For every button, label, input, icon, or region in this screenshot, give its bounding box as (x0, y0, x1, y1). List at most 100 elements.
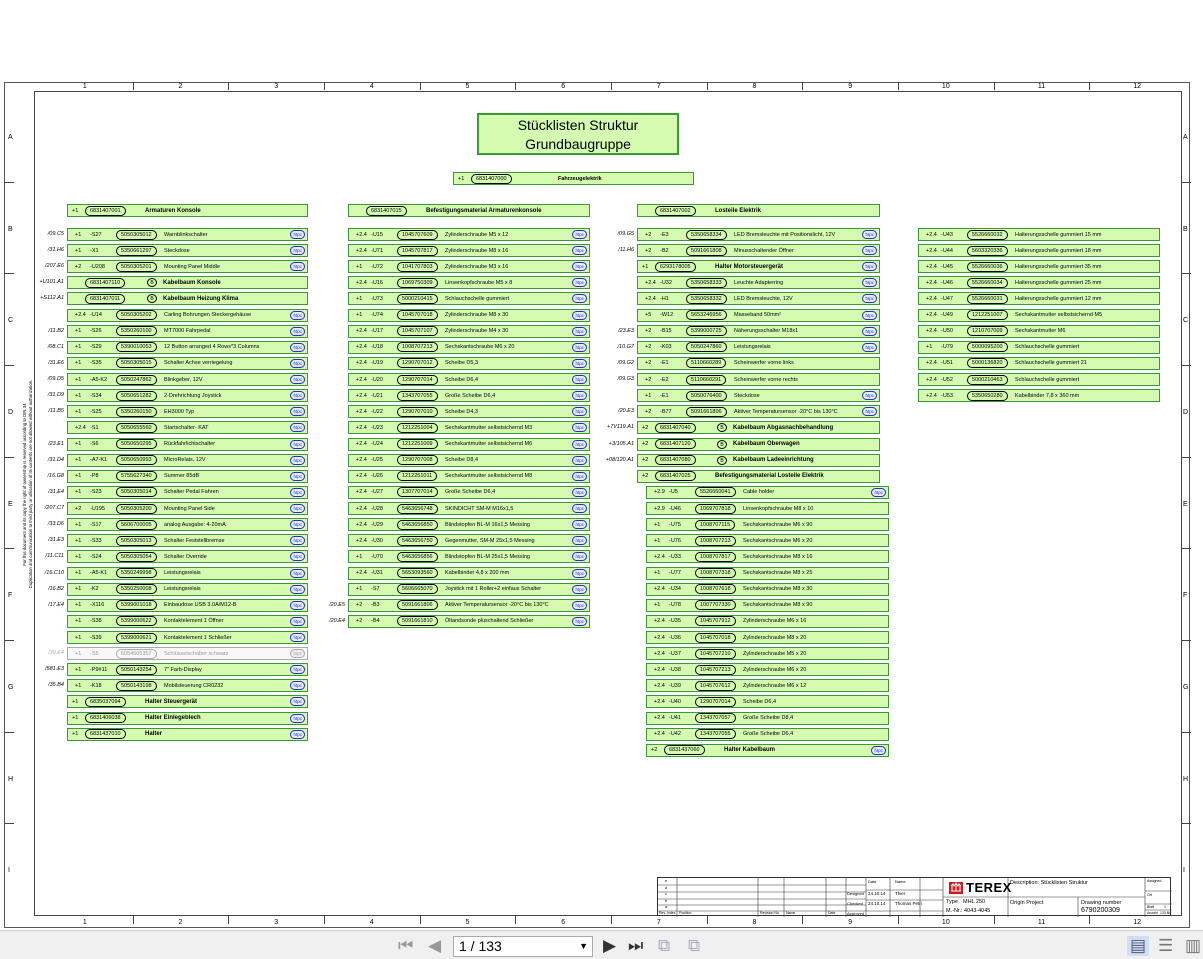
part-row[interactable]: +2.4 -U18 1008707213 Sechskantschraube M6 x… (348, 340, 590, 354)
document-link-icon[interactable]: htpc (572, 600, 587, 610)
part-row[interactable]: +1 -U70 5463656856 Blindstopfen BL-M 25x1,5… (348, 550, 590, 564)
part-row[interactable]: +2 -B77 5091661806 Aktiver Temperatursensor… (637, 405, 880, 419)
part-row[interactable]: +2.4 -U36 1045707018 Zylinderschraube M8 x … (646, 631, 889, 644)
part-row[interactable]: +2.4 -U30 5463656750 Gegenmutter, SM-M 25x1… (348, 534, 590, 548)
part-row[interactable]: +1 -U75 1008707115 Sechskantschraube M6 x 9… (646, 518, 889, 532)
part-row[interactable]: +1 -S7 5606665070 Joystick mit 1 Roller+2 e… (348, 582, 590, 596)
document-link-icon[interactable]: htpc (572, 520, 587, 530)
document-link-icon[interactable]: htpc (572, 342, 587, 352)
group-header[interactable]: +1 6831407001 Armaturen Konsole (67, 204, 308, 217)
part-row[interactable]: +1 -S25 5350260150 EH3000 Typ htpc (67, 405, 308, 419)
part-row[interactable]: +2.4 -U31 5653093560 Kabelbinder 4,8 x 200 … (348, 566, 590, 580)
compare-left-icon[interactable]: ⧉ (658, 936, 671, 955)
document-link-icon[interactable]: htpc (290, 713, 305, 723)
part-row[interactable]: +2.4 -U23 1212251004 Sechskantmutter selbst… (348, 421, 590, 435)
document-link-icon[interactable]: htpc (572, 536, 587, 546)
document-link-icon[interactable]: htpc (572, 568, 587, 578)
document-link-icon[interactable]: htpc (290, 536, 305, 546)
part-row[interactable]: +2.4 -U41 1343707057 Große Scheibe D8,4 (646, 711, 889, 725)
assembly-row[interactable]: +1 6831437010 Halter htpc (67, 727, 308, 741)
first-page-icon[interactable]: ⏮ (398, 936, 414, 955)
part-row[interactable]: +1 -K18 5050143198 Mobilsteuerung CR0232 htp… (67, 679, 308, 693)
part-row[interactable]: +2 -E1 5110660289 Scheinwerfer vorne links (637, 356, 880, 370)
part-row[interactable]: +2.4 -U28 5463656748 SKINDICHT SM-M M16x1,5… (348, 502, 590, 516)
part-row[interactable]: +2 -E2 5110660291 Scheinwerfer vorne rechts (637, 373, 880, 387)
document-link-icon[interactable]: htpc (290, 471, 305, 481)
document-link-icon[interactable]: htpc (871, 487, 886, 497)
document-link-icon[interactable]: htpc (290, 230, 305, 239)
group-header[interactable]: 6831407002 Losteile Elektrik (637, 204, 880, 217)
document-link-icon[interactable]: htpc (572, 584, 587, 594)
part-row[interactable]: +1 -S23 5050305014 Schalter Pedal Fahren htp… (67, 485, 308, 499)
document-link-icon[interactable]: htpc (572, 375, 587, 385)
part-row[interactable]: +2.4 -U51 5000136820 Schlauchschelle gummie… (918, 356, 1160, 370)
document-link-icon[interactable]: htpc (290, 375, 305, 385)
document-link-icon[interactable]: htpc (572, 552, 587, 562)
document-link-icon[interactable]: htpc (290, 665, 305, 675)
document-link-icon[interactable]: htpc (572, 487, 587, 497)
document-link-icon[interactable]: htpc (290, 391, 305, 401)
document-link-icon[interactable]: htpc (572, 262, 587, 272)
part-row[interactable]: +2.4 -U52 5000210463 Schlauchschelle gummie… (918, 373, 1160, 387)
group-header[interactable]: 6831407015 Befestigungsmaterial Armaturen… (348, 204, 590, 217)
document-link-icon[interactable]: htpc (862, 407, 877, 417)
document-link-icon[interactable]: htpc (572, 246, 587, 256)
document-link-icon[interactable]: htpc (290, 262, 305, 272)
document-link-icon[interactable]: htpc (572, 326, 587, 336)
part-row[interactable]: +2 -B15 5399000725 Näherungsschalter M18x1 h… (637, 324, 880, 338)
document-link-icon[interactable]: htpc (290, 326, 305, 336)
next-page-icon[interactable]: ▶ (603, 936, 617, 955)
document-link-icon[interactable]: htpc (290, 697, 305, 707)
document-link-icon[interactable]: htpc (290, 584, 305, 594)
document-link-icon[interactable]: htpc (290, 342, 305, 352)
part-row[interactable]: +1 -U72 1041707803 Zylinderschraube M3 x 16… (348, 260, 590, 274)
document-link-icon[interactable]: htpc (290, 552, 305, 562)
document-link-icon[interactable]: htpc (290, 487, 305, 497)
part-row[interactable]: +2.4 -U39 1045707612 Zylinderschraube M6 x … (646, 679, 889, 693)
part-row[interactable]: +2.9 -U46 1069707818 Linsenkopfschraube M8 … (646, 502, 889, 516)
document-link-icon[interactable]: htpc (862, 342, 877, 352)
part-row[interactable]: +1 -S6 5050650295 Rückfahrlichtschalter htpc (67, 437, 308, 451)
part-row[interactable]: +1 -E1 5050076400 Steckdose htpc (637, 389, 880, 403)
part-row[interactable]: +2.4 -U37 1045707210 Zylinderschraube M5 x … (646, 647, 889, 661)
part-row[interactable]: +1 -S24 5050305054 Schalter Override htpc (67, 550, 308, 564)
part-row[interactable]: +2.4 -U47 5526660031 Halterungsschelle gumm… (918, 292, 1160, 306)
document-link-icon[interactable]: htpc (290, 439, 305, 449)
part-row[interactable]: +2 -U208 5050305201 Mounting Panel Middle ht… (67, 260, 308, 274)
part-row[interactable]: +1 -S29 5390010053 12 Button arranged 4 Row… (67, 340, 308, 354)
part-row[interactable]: +1 -X1 5350661297 Steckdose htpc (67, 244, 308, 258)
part-row[interactable]: +1 -S38 5399000622 Kontaktelement 1 Öffner h… (67, 614, 308, 628)
document-link-icon[interactable]: htpc (572, 278, 587, 288)
assembly-row[interactable]: 6831407110 B Kabelbaum Konsole (67, 276, 308, 290)
assembly-row[interactable]: +2 6831437060 Halter Kabelbaum htpc (646, 743, 889, 757)
part-row[interactable]: +2.4 -U45 5526660036 Halterungsschelle gumm… (918, 260, 1160, 274)
part-row[interactable]: +1 -S33 5050305013 Schalter Feststellbremse… (67, 534, 308, 548)
assembly-row[interactable]: +1 6293178005 Halter Motorsteuergerät htpc (637, 260, 880, 274)
part-row[interactable]: +2.4 -U32 5350658333 Leuchte Adapterring htp… (637, 276, 880, 290)
part-row[interactable]: +1 -A5-K2 5050247862 Blinkgeber, 12V htpc (67, 373, 308, 387)
part-row[interactable]: +2 -B2 5091661808 Minusschaltender Öffner ht… (637, 244, 880, 258)
document-link-icon[interactable]: htpc (290, 649, 305, 659)
assembly-row[interactable]: +1 6831406038 Halter Einlegeblech htpc (67, 711, 308, 725)
part-row[interactable]: +2 -B4 5091661810 Öltandsonde pluschaltend … (348, 614, 590, 628)
part-row[interactable]: +2.4 -U17 1045707107 Zylinderschraube M4 x … (348, 324, 590, 338)
part-row[interactable]: +2.4 -U40 1290707014 Scheibe D6,4 (646, 695, 889, 709)
part-row[interactable]: +2 -U195 5050305200 Mounting Panel Side htpc (67, 502, 308, 516)
part-row[interactable]: +1 -K2 5350250008 Leistungsrelais htpc (67, 582, 308, 596)
document-link-icon[interactable]: htpc (862, 278, 877, 288)
part-row[interactable]: +2.4 -U29 5463656850 Blindstopfen BL-M 16x1… (348, 518, 590, 532)
part-row[interactable]: +2.4 -U27 1307707014 Große Scheibe D6,4 htpc (348, 485, 590, 499)
document-link-icon[interactable]: htpc (290, 600, 305, 610)
part-row[interactable]: +2.4 -U26 1212251011 Sechskantmutter selbst… (348, 469, 590, 483)
part-row[interactable]: +1 -U79 5000095200 Schlauchschelle gummiert (918, 340, 1160, 354)
compare-right-icon[interactable]: ⧉ (688, 936, 701, 955)
part-row[interactable]: +2.4 -U35 1045707912 Zylinderschraube M6 x … (646, 614, 889, 628)
part-row[interactable]: +2.4 -U16 1069750309 Linsenkopfschraube M5 … (348, 276, 590, 290)
assembly-row[interactable]: +2 6831407080 B Kabelbaum Ladeeinrichtung (637, 453, 880, 467)
page-selector[interactable]: 1 / 133 ▼ (453, 936, 593, 957)
part-row[interactable]: +2.4 -U71 1045707817 Zylinderschraube M8 x … (348, 244, 590, 258)
part-row[interactable]: +1 -A7-K1 5050650993 MicroRelais, 12V htpc (67, 453, 308, 467)
document-link-icon[interactable]: htpc (572, 455, 587, 465)
continuous-view-icon[interactable]: ☰ (1158, 936, 1174, 955)
document-link-icon[interactable]: htpc (572, 616, 587, 626)
